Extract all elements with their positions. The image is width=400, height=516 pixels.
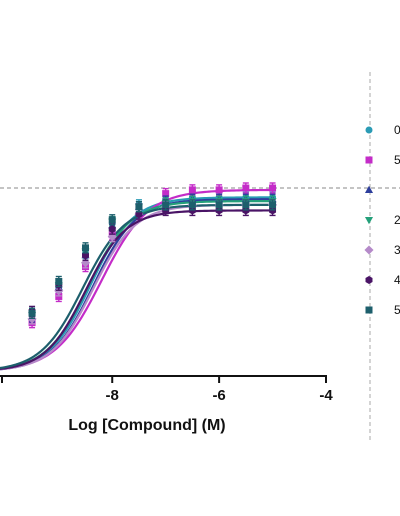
legend-label-1: 5 bbox=[394, 153, 400, 167]
legend-marker-4 bbox=[364, 245, 374, 255]
legend-label-5: 4 bbox=[394, 273, 400, 287]
data-point bbox=[215, 186, 223, 194]
fit-curve-5 bbox=[0, 209, 273, 371]
data-point bbox=[135, 203, 143, 211]
x-axis-title: Log [Compound] (M) bbox=[68, 417, 225, 434]
plot-area: -8 -6 -4 Log [Compound] (M) bbox=[0, 182, 400, 434]
legend-marker-5 bbox=[365, 275, 373, 285]
data-point bbox=[269, 184, 277, 192]
data-point bbox=[28, 309, 36, 317]
x-tick-label: -8 bbox=[106, 387, 119, 404]
data-point bbox=[188, 186, 196, 194]
legend-marker-6 bbox=[365, 306, 373, 314]
legend-label-0: 0 bbox=[394, 123, 400, 137]
data-point bbox=[108, 216, 116, 224]
series-4-points bbox=[27, 199, 278, 325]
data-point bbox=[162, 190, 170, 198]
fit-curve-6 bbox=[0, 203, 273, 370]
legend-marker-2 bbox=[364, 185, 374, 193]
data-point bbox=[188, 201, 196, 209]
legend-marker-1 bbox=[365, 156, 373, 164]
legend-label-3: 2 bbox=[394, 213, 400, 227]
legend: 0 5 2 3 4 5 bbox=[364, 72, 400, 440]
legend-label-6: 5 bbox=[394, 303, 400, 317]
data-point bbox=[55, 278, 63, 285]
data-point bbox=[108, 225, 116, 234]
data-point bbox=[82, 244, 90, 252]
data-point bbox=[242, 201, 250, 209]
fit-curve-4 bbox=[0, 203, 273, 371]
data-point bbox=[242, 184, 250, 192]
x-tick-label: -4 bbox=[319, 387, 333, 404]
legend-label-4: 3 bbox=[394, 243, 400, 257]
legend-marker-0 bbox=[365, 126, 373, 134]
data-point bbox=[269, 201, 277, 209]
legend-marker-3 bbox=[364, 217, 374, 225]
x-tick-label: -6 bbox=[212, 387, 225, 404]
series-6-points bbox=[28, 199, 277, 319]
data-point bbox=[215, 201, 223, 209]
fit-curve-3 bbox=[0, 200, 273, 370]
data-point bbox=[162, 201, 170, 209]
series-5-points bbox=[28, 204, 277, 318]
